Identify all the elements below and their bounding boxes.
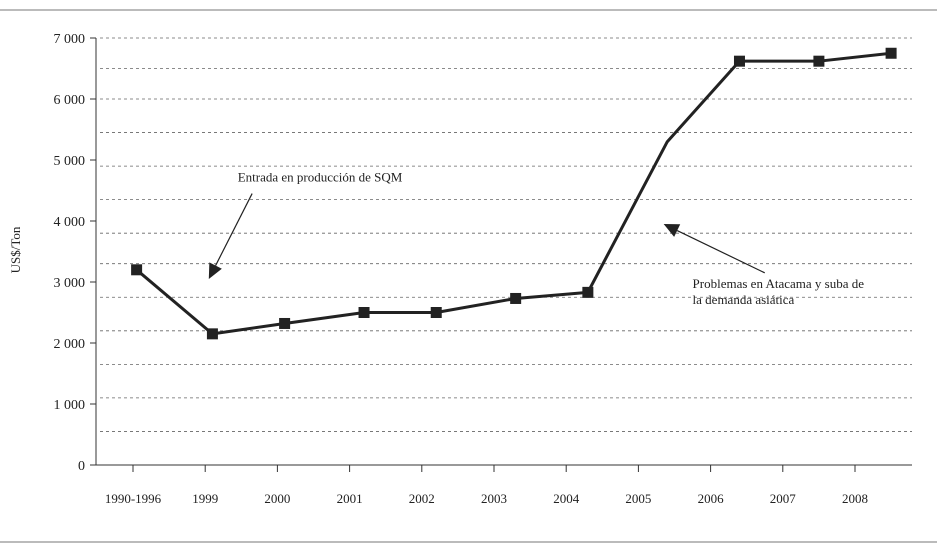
x-tick-label: 2005 (625, 491, 651, 506)
annotation-arrow-line (215, 193, 253, 266)
data-marker (131, 264, 143, 276)
x-tick-label: 2007 (770, 491, 797, 506)
y-tick-label: 0 (78, 459, 85, 474)
x-tick-label: 1999 (192, 491, 218, 506)
x-tick-label: 2008 (842, 491, 868, 506)
annotations: Entrada en producción de SQM Problemas en… (208, 169, 865, 307)
data-marker (279, 317, 291, 329)
annotation-text: la demanda asiática (693, 292, 795, 307)
x-ticks: 1990-1996 1999 2000 2001 2002 2003 2004 2005 200… (105, 465, 868, 506)
y-tick-label: 2 000 (54, 337, 86, 352)
x-tick-label: 1990-1996 (105, 491, 162, 506)
x-tick-label: 2006 (698, 491, 725, 506)
annotation-arrow-head (663, 224, 681, 237)
data-marker (206, 328, 218, 340)
y-tick-label: 5 000 (54, 154, 86, 169)
x-tick-label: 2003 (481, 491, 507, 506)
annotation-arrow-line (676, 230, 766, 274)
data-marker (430, 307, 442, 318)
y-axis-label: US$/Ton (8, 226, 23, 273)
data-marker (582, 286, 594, 298)
x-tick-label: 2001 (337, 491, 363, 506)
annotation-text: Problemas en Atacama y suba de (693, 276, 865, 291)
data-marker (733, 55, 745, 67)
y-tick-label: 6 000 (54, 93, 86, 108)
gridlines (100, 37, 912, 432)
data-marker (358, 307, 370, 318)
data-marker (885, 47, 897, 59)
annotation-arrow-head (208, 262, 222, 279)
y-tick-label: 1 000 (54, 398, 86, 413)
y-tick-label: 3 000 (54, 276, 86, 291)
x-tick-label: 2002 (409, 491, 435, 506)
y-tick-label: 4 000 (54, 215, 86, 230)
y-tick-label: 7 000 (54, 32, 86, 47)
data-marker (510, 292, 522, 304)
x-tick-label: 2004 (553, 491, 580, 506)
data-markers (131, 47, 897, 340)
x-tick-label: 2000 (264, 491, 290, 506)
y-ticks: 0 1 000 2 000 3 000 4 000 5 000 6 000 7 000 (54, 32, 96, 474)
data-marker (813, 55, 825, 67)
annotation-text: Entrada en producción de SQM (238, 169, 403, 184)
